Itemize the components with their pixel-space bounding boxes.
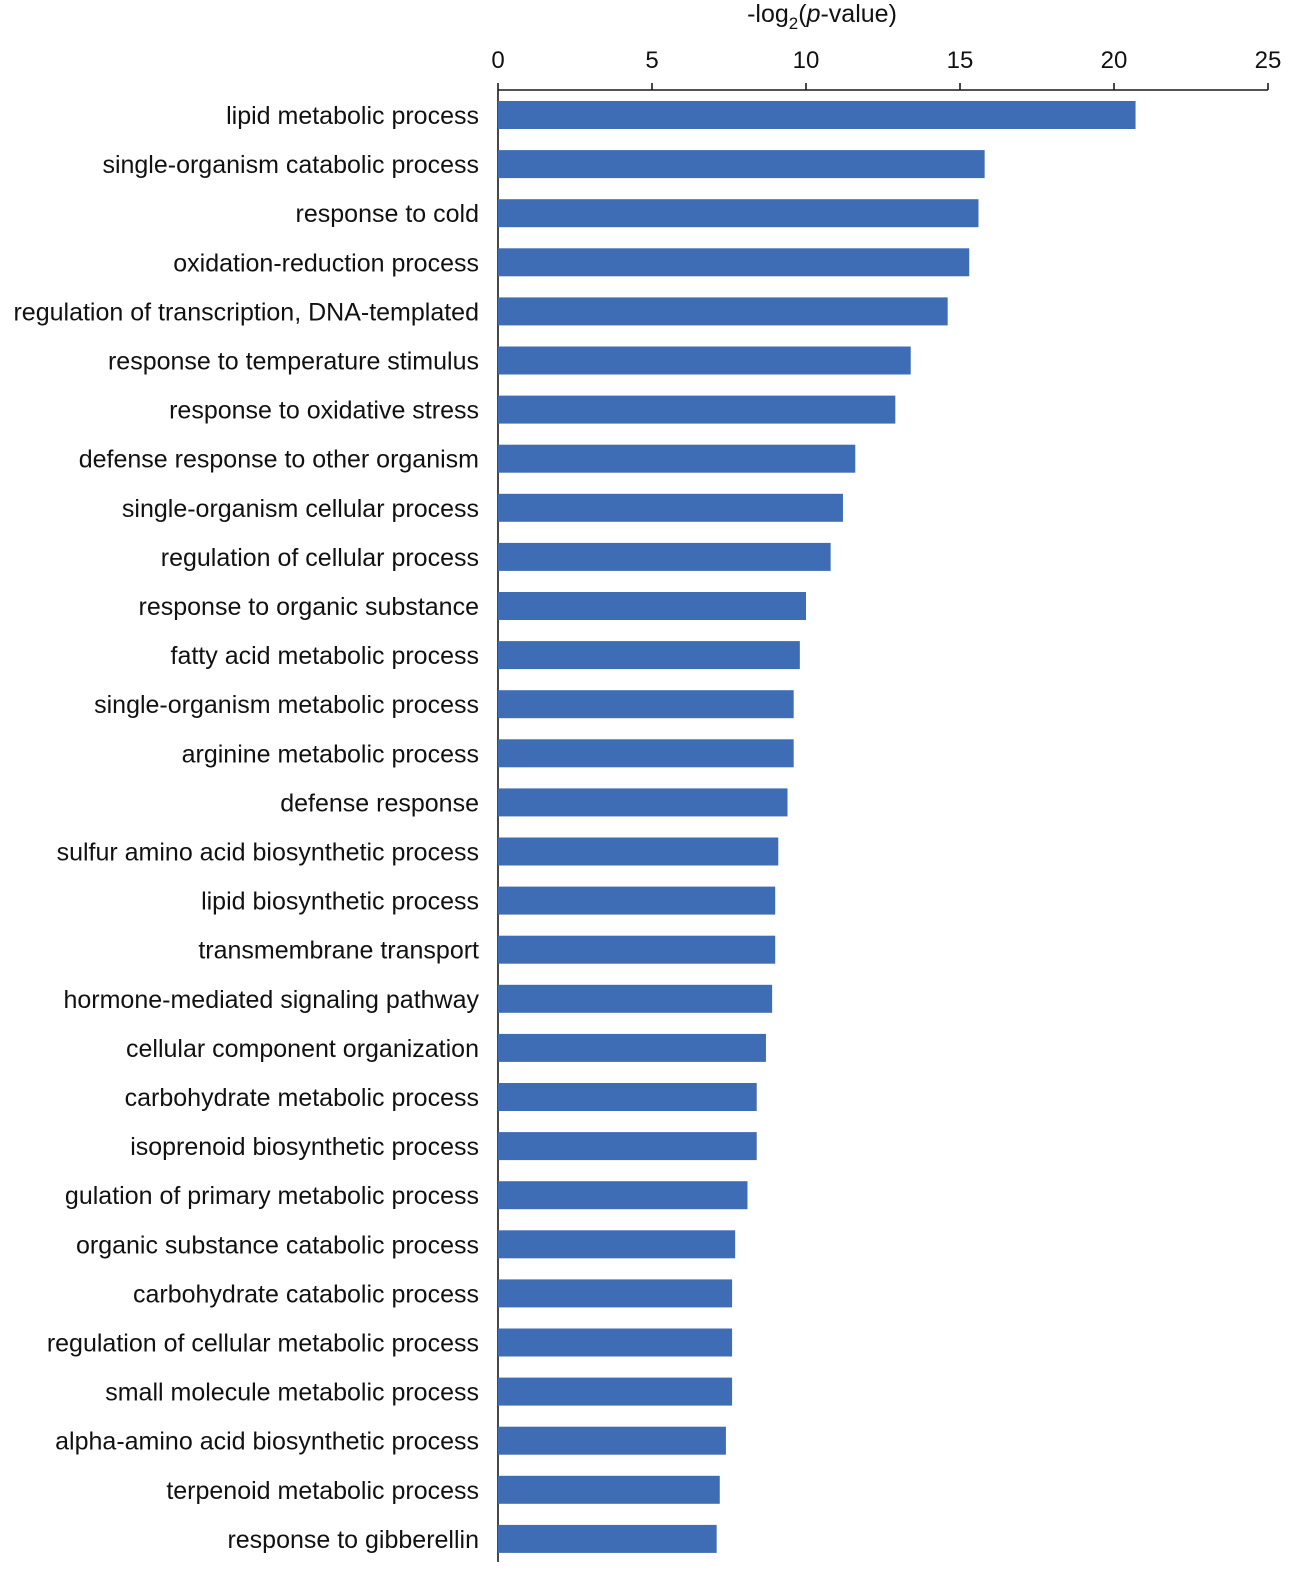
bar (498, 1083, 757, 1111)
category-label: transmembrane transport (198, 937, 479, 965)
category-label: regulation of cellular process (161, 544, 479, 572)
category-label: defense response (280, 789, 479, 817)
x-tick-label: 15 (947, 47, 974, 74)
category-label: carbohydrate metabolic process (125, 1084, 479, 1112)
x-tick-label: 20 (1101, 47, 1128, 74)
bar (498, 886, 776, 915)
category-label: single-organism cellular process (122, 495, 479, 523)
bar (498, 199, 979, 228)
bar (498, 1524, 717, 1553)
x-tick-label: 5 (645, 47, 658, 74)
category-label: regulation of transcription, DNA-templat… (13, 298, 479, 326)
x-tick-label: 0 (491, 47, 504, 74)
bar (498, 690, 794, 719)
bar-series (498, 101, 1136, 1553)
category-label: gulation of primary metabolic process (65, 1182, 479, 1210)
bar (498, 1132, 757, 1161)
category-label: lipid metabolic process (226, 102, 479, 130)
bar (498, 592, 806, 620)
bar (498, 1279, 733, 1308)
bar (498, 542, 831, 571)
category-label: terpenoid metabolic process (166, 1477, 479, 1505)
bar (498, 1475, 720, 1504)
x-tick-label: 10 (793, 47, 820, 74)
category-label: regulation of cellular metabolic process (47, 1330, 479, 1358)
bar (498, 1377, 733, 1406)
bar (498, 641, 800, 670)
bar (498, 493, 843, 522)
category-label: lipid biosynthetic process (201, 888, 479, 916)
bar (498, 837, 779, 866)
category-label: sulfur amino acid biosynthetic process (57, 839, 479, 867)
bar (498, 739, 794, 768)
category-label: isoprenoid biosynthetic process (130, 1133, 479, 1161)
category-label: single-organism catabolic process (102, 151, 479, 179)
bar (498, 984, 773, 1013)
x-axis-title: -log2(p-value) (747, 0, 897, 33)
bar (498, 1181, 748, 1210)
bar (498, 935, 776, 964)
category-label: response to cold (296, 200, 479, 228)
bar (498, 395, 896, 424)
category-label: response to oxidative stress (169, 397, 479, 425)
category-label: cellular component organization (126, 1035, 479, 1063)
bar (498, 248, 970, 277)
bar (498, 1230, 736, 1259)
bar (498, 346, 911, 375)
category-label: response to organic substance (139, 593, 480, 621)
category-label: carbohydrate catabolic process (133, 1280, 479, 1308)
category-label: response to gibberellin (227, 1526, 479, 1554)
bar (498, 1426, 726, 1455)
bar (498, 1328, 733, 1357)
category-label: defense response to other organism (79, 446, 479, 474)
bar (498, 788, 788, 817)
category-label: single-organism metabolic process (94, 691, 479, 719)
category-label: response to temperature stimulus (108, 348, 479, 376)
bar (498, 1033, 766, 1062)
category-label: arginine metabolic process (182, 740, 479, 768)
category-label: hormone-mediated signaling pathway (63, 986, 479, 1014)
category-label: small molecule metabolic process (105, 1379, 479, 1407)
bar (498, 297, 948, 326)
bar (498, 444, 856, 473)
category-label: oxidation-reduction process (173, 249, 479, 277)
bar (498, 150, 985, 179)
category-label: organic substance catabolic process (76, 1231, 479, 1259)
category-label: alpha-amino acid biosynthetic process (55, 1428, 479, 1456)
category-label: fatty acid metabolic process (171, 642, 479, 670)
category-labels: lipid metabolic process single-organism c… (13, 102, 479, 1554)
x-axis: 0 5 10 15 20 25 (491, 47, 1282, 91)
x-tick-label: 25 (1255, 47, 1282, 74)
bar (498, 101, 1136, 129)
